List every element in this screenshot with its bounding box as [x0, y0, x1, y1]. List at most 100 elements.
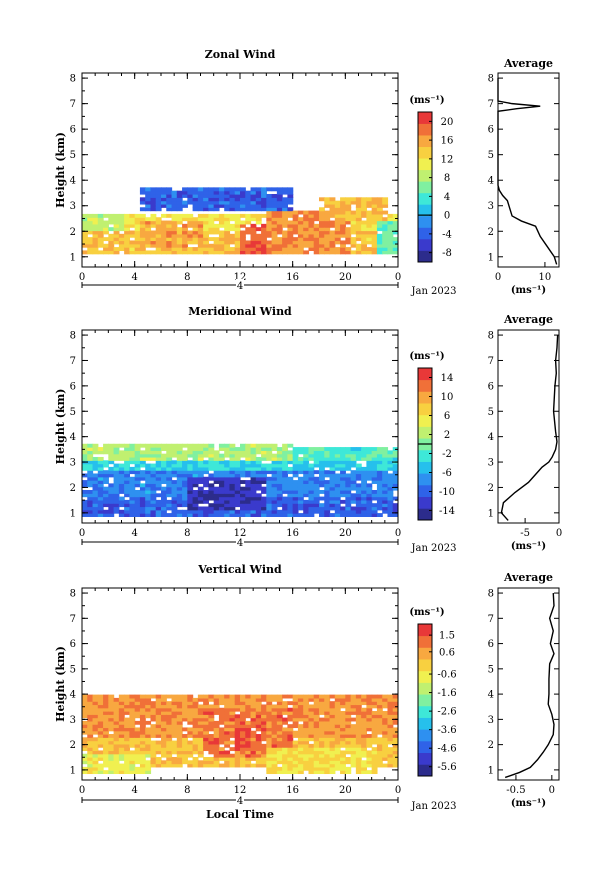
heatmap-cell: [171, 747, 178, 752]
heatmap-cell: [224, 694, 231, 699]
heatmap-cell: [218, 200, 225, 205]
heatmap-cell: [218, 489, 225, 494]
heatmap-cell: [355, 453, 362, 458]
heatmap-cell: [129, 730, 136, 735]
heatmap-cell: [261, 230, 267, 235]
heatmap-cell: [387, 223, 394, 228]
heatmap-cell: [376, 499, 383, 504]
heatmap-cell: [308, 227, 315, 232]
heatmap-cell: [398, 224, 404, 228]
heatmap-cell: [187, 489, 194, 494]
heatmap-cell: [192, 250, 199, 255]
heatmap-cell: [303, 243, 310, 248]
colorbar-tick-label: 12: [441, 154, 454, 165]
heatmap-cell: [366, 210, 373, 215]
average-x-tick-label: 10: [539, 272, 552, 283]
heatmap-cell: [87, 740, 94, 745]
heatmap-cell: [340, 203, 346, 208]
heatmap-cell: [139, 717, 146, 722]
heatmap-cell: [308, 466, 315, 471]
heatmap-cell: [398, 718, 404, 722]
heatmap-cell: [340, 450, 346, 455]
heatmap-cell: [229, 207, 236, 212]
heatmap-cell: [261, 750, 267, 755]
heatmap-cell: [155, 483, 162, 488]
heatmap-cell: [313, 701, 320, 706]
heatmap-cell: [334, 217, 341, 222]
heatmap-cell: [345, 227, 352, 232]
heatmap-cell: [92, 740, 99, 745]
heatmap-cell: [213, 697, 220, 702]
heatmap-cell: [255, 720, 262, 725]
heatmap-cell: [392, 734, 398, 738]
heatmap-cell: [266, 717, 273, 722]
heatmap-cell: [334, 213, 341, 218]
heatmap-cell: [82, 701, 88, 706]
heatmap-cell: [161, 707, 167, 712]
heatmap-cell: [334, 480, 341, 484]
heatmap-cell: [324, 486, 331, 491]
heatmap-cell: [255, 443, 262, 448]
heatmap-cell: [308, 506, 315, 511]
heatmap-cell: [287, 197, 294, 202]
heatmap-cell: [124, 456, 130, 461]
heatmap-cell: [87, 697, 94, 702]
heatmap-cell: [240, 197, 246, 202]
heatmap-cell: [92, 730, 99, 735]
heatmap-cell: [113, 740, 120, 745]
heatmap-cell: [329, 476, 336, 481]
heatmap-cell: [161, 499, 167, 504]
heatmap-cell: [118, 247, 125, 252]
heatmap-cell: [171, 711, 178, 715]
heatmap-cell: [382, 493, 389, 498]
heatmap-cell: [382, 763, 389, 768]
heatmap-cell: [224, 223, 231, 228]
heatmap-cell: [213, 460, 220, 465]
heatmap-cell: [329, 727, 336, 732]
heatmap-cell: [398, 708, 404, 712]
heatmap-cell: [139, 223, 146, 228]
heatmap-cell: [340, 770, 346, 775]
average-y-tick-label: 5: [488, 407, 494, 418]
heatmap-cell: [229, 203, 236, 208]
heatmap-cell: [287, 717, 294, 722]
heatmap-cell: [187, 476, 194, 481]
heatmap-cell: [355, 450, 362, 455]
heatmap-cell: [118, 237, 125, 242]
heatmap-cell: [398, 487, 404, 491]
heatmap-cell: [345, 220, 352, 225]
heatmap-cell: [176, 473, 183, 478]
heatmap-cell: [387, 463, 394, 468]
heatmap-cell: [255, 509, 262, 514]
heatmap-cell: [334, 711, 341, 715]
x-tick-label: 20: [339, 785, 352, 796]
heatmap-cell: [176, 250, 183, 255]
colorbar-segment: [418, 624, 432, 637]
heatmap-cell: [297, 763, 304, 768]
heatmap-cell: [387, 750, 394, 755]
heatmap-cell: [166, 223, 173, 228]
heatmap-cell: [308, 243, 315, 248]
heatmap-cell: [276, 724, 283, 729]
heatmap-cell: [334, 250, 341, 255]
heatmap-cell: [124, 220, 130, 225]
heatmap-cell: [255, 757, 262, 761]
heatmap-cell: [387, 489, 394, 494]
heatmap-cell: [382, 450, 389, 455]
heatmap-cell: [361, 230, 367, 235]
heatmap-cell: [224, 213, 231, 218]
heatmap-cell: [176, 217, 183, 222]
heatmap-cell: [308, 220, 315, 225]
colorbar-segment: [418, 158, 432, 171]
heatmap-cell: [150, 240, 157, 245]
heatmap-cell: [245, 694, 252, 699]
heatmap-cell: [382, 237, 389, 242]
heatmap-cell: [155, 207, 162, 212]
heatmap-cell: [266, 766, 273, 771]
heatmap-cell: [113, 493, 120, 498]
heatmap-cell: [271, 233, 278, 238]
heatmap-cell: [324, 730, 331, 735]
heatmap-cell: [350, 724, 357, 729]
heatmap-cell: [229, 509, 236, 514]
heatmap-cell: [145, 197, 152, 202]
